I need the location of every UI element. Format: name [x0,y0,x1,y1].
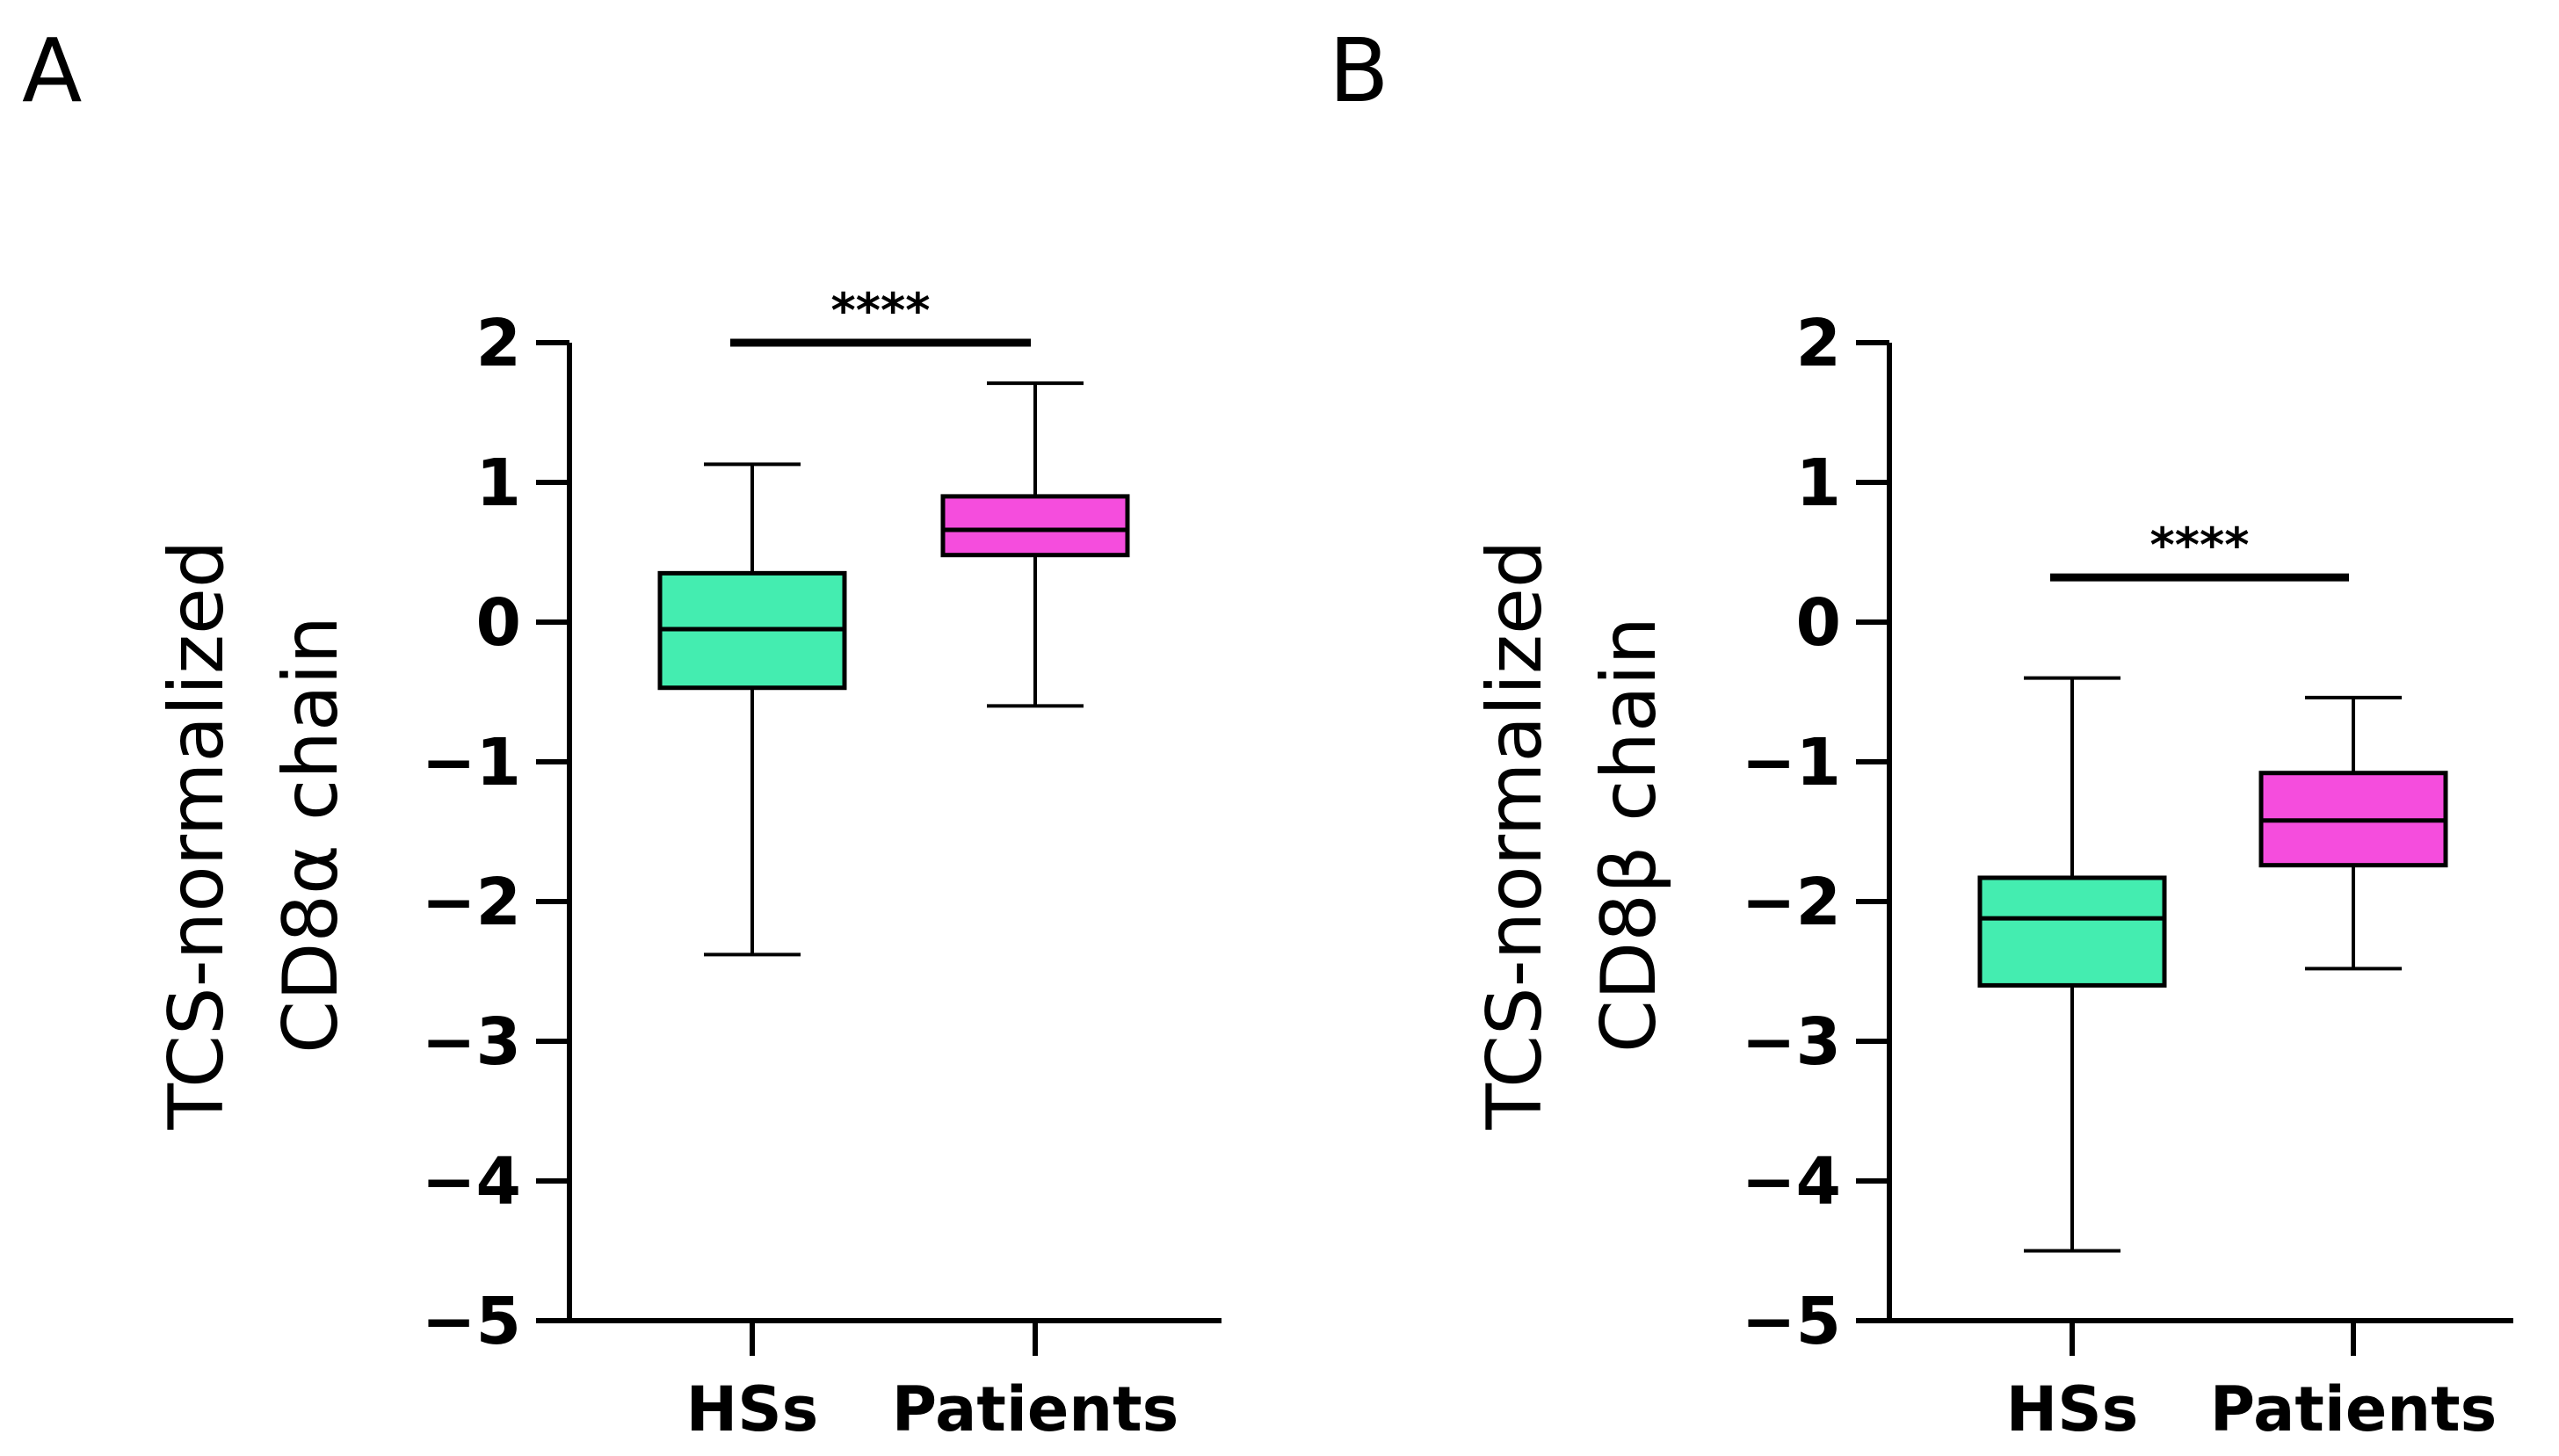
panel-letter: A [22,19,82,122]
panel-a: A TCS-normalized CD8α chain 2 1 0 −1 −2 −3 −4 −5 HS… [22,19,1222,1445]
y-axis-label: CD8β chain [1585,617,1673,1053]
y-axis-label: TCS-normalized [153,540,241,1130]
y-tick-label: 2 [1796,306,1842,381]
y-axis-label: CD8α chain [267,616,355,1054]
x-tick-label: Patients [2210,1373,2497,1445]
y-tick-label: 1 [1796,445,1842,521]
box-hss [1977,676,2167,1253]
x-tick-label: HSs [2006,1373,2139,1445]
box-hss [657,462,847,957]
y-tick-label: −5 [422,1284,522,1359]
x-tick-label: HSs [686,1373,819,1445]
y-tick-label: −5 [1742,1284,1842,1359]
y-tick-label: −2 [1742,865,1842,940]
y-tick-label: 0 [1796,585,1842,661]
y-tick-label: −3 [1742,1004,1842,1080]
x-tick-label: Patients [892,1373,1179,1445]
significance-label: **** [831,283,931,338]
box-patients [2258,695,2448,971]
panel-b: B TCS-normalized CD8β chain 2 1 0 −1 −2 −3 −4 −5 HS… [1329,19,2513,1445]
y-tick-label: 0 [476,585,522,661]
significance-label: **** [2150,518,2250,573]
y-tick-label: −4 [1742,1144,1842,1220]
y-tick-label: −1 [1742,725,1842,800]
iqr-box [1977,875,2167,988]
y-tick-label: −2 [422,865,522,940]
box-patients [940,381,1130,708]
panel-letter: B [1329,19,1389,122]
y-tick-label: −3 [422,1004,522,1080]
y-tick-label: 1 [476,445,522,521]
iqr-box [940,494,1130,558]
y-axis-label: TCS-normalized [1471,540,1559,1130]
y-tick-label: −1 [422,725,522,800]
y-tick-label: 2 [476,306,522,381]
y-tick-label: −4 [422,1144,522,1220]
